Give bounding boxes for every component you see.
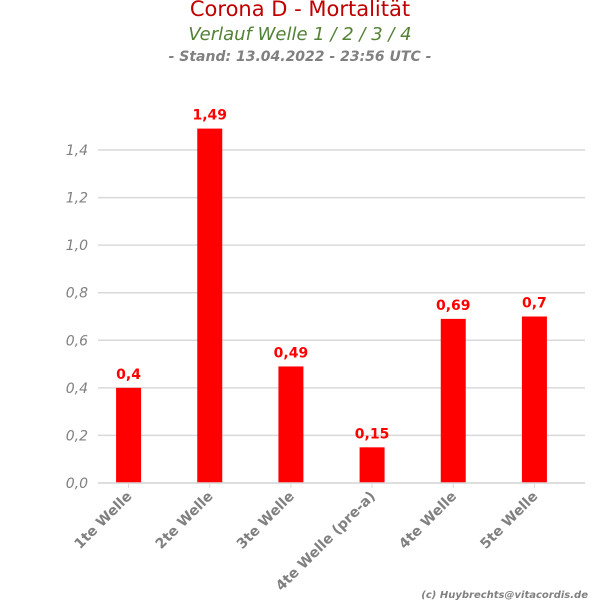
bar [197,128,223,484]
credit-text: (c) Huybrechts@vitacordis.de [421,590,588,600]
bar [440,318,466,483]
chart-title: Corona D - Mortalität [190,0,410,21]
y-tick-label: 0,6 [66,333,88,349]
x-tick-label: 2te Welle [153,489,217,553]
y-tick-label: 1,0 [66,238,88,254]
x-tick-label: 4te Welle [396,489,460,553]
chart-subtitle: Verlauf Welle 1 / 2 / 3 / 4 [188,24,411,45]
data-label: 1,49 [192,108,227,124]
y-tick-label: 0,8 [66,286,88,302]
y-tick-label: 0,2 [66,428,88,444]
y-tick-label: 0,4 [66,381,88,397]
data-label: 0,49 [274,345,309,361]
x-tick-label: 5te Welle [477,489,541,553]
data-label: 0,4 [116,367,141,383]
data-label: 0,7 [522,296,547,312]
bar [359,447,385,483]
chart-stand: - Stand: 13.04.2022 - 23:56 UTC - [169,49,432,65]
y-tick-label: 1,2 [66,191,88,207]
bar [278,366,304,483]
x-tick-label: 3te Welle [234,489,298,553]
data-label: 0,15 [355,426,390,442]
y-tick-label: 1,4 [66,143,88,159]
x-tick-label: 1te Welle [72,489,136,553]
data-label: 0,69 [436,298,471,314]
y-tick-label: 0,0 [66,476,88,492]
bar [116,387,142,483]
bar [521,316,547,483]
